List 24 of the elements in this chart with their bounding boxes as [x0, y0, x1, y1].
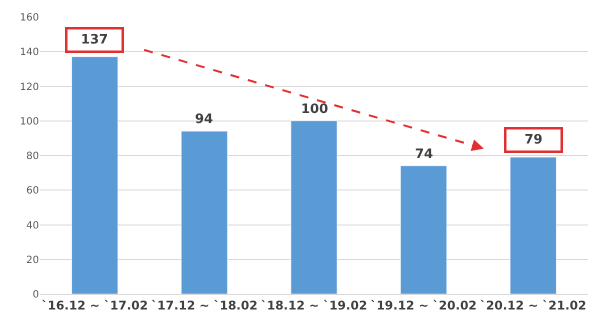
bar: [72, 56, 118, 294]
bar: [510, 156, 556, 294]
x-tick-label: `18.12 ~ `19.02: [260, 298, 368, 312]
data-label: 94: [195, 112, 214, 127]
data-label: 79: [524, 132, 543, 148]
y-tick-label: 60: [26, 186, 39, 197]
data-label: 74: [415, 147, 434, 162]
x-tick-label: `19.12 ~ `20.02: [370, 298, 477, 312]
data-label: 100: [301, 102, 328, 117]
bar: [290, 120, 338, 294]
y-tick-label: 0: [32, 290, 39, 300]
x-tick-label: `20.12 ~ `21.02: [480, 298, 586, 312]
y-tick-label: 40: [26, 220, 39, 232]
x-tick-label: `17.12 ~ `18.02: [151, 298, 258, 312]
y-tick-label: 20: [26, 254, 39, 266]
y-tick-label: 140: [20, 47, 39, 58]
data-label: 137: [80, 32, 108, 48]
y-tick-label: 160: [20, 12, 39, 24]
y-tick-label: 100: [20, 116, 39, 128]
x-tick-label: `16.12 ~ `17.02: [42, 298, 148, 312]
bar: [181, 131, 228, 294]
y-tick-label: 120: [20, 82, 39, 93]
y-tick-label: 80: [26, 151, 39, 162]
bar: [400, 166, 447, 294]
